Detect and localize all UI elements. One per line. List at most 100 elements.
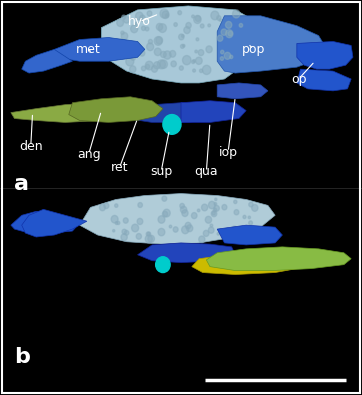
Circle shape bbox=[183, 45, 185, 47]
Circle shape bbox=[104, 203, 109, 209]
Circle shape bbox=[165, 14, 169, 17]
Circle shape bbox=[147, 43, 154, 51]
Circle shape bbox=[153, 62, 160, 69]
Circle shape bbox=[243, 215, 246, 218]
Text: den: den bbox=[19, 140, 43, 152]
Circle shape bbox=[162, 196, 167, 201]
Circle shape bbox=[111, 215, 118, 223]
Circle shape bbox=[181, 44, 184, 48]
Text: pop: pop bbox=[242, 43, 265, 56]
FancyBboxPatch shape bbox=[7, 8, 355, 190]
Polygon shape bbox=[69, 97, 163, 122]
Circle shape bbox=[162, 11, 169, 19]
Circle shape bbox=[211, 11, 219, 20]
Circle shape bbox=[251, 229, 254, 233]
Circle shape bbox=[210, 224, 213, 227]
Polygon shape bbox=[217, 83, 268, 99]
Circle shape bbox=[220, 50, 224, 54]
Polygon shape bbox=[11, 103, 138, 122]
Circle shape bbox=[140, 15, 145, 21]
Circle shape bbox=[179, 66, 183, 70]
Circle shape bbox=[163, 209, 170, 217]
Circle shape bbox=[158, 216, 165, 223]
Polygon shape bbox=[206, 247, 351, 271]
Circle shape bbox=[224, 52, 231, 59]
Circle shape bbox=[182, 210, 188, 216]
Circle shape bbox=[147, 11, 152, 16]
Circle shape bbox=[211, 211, 217, 217]
Polygon shape bbox=[181, 101, 246, 122]
Circle shape bbox=[182, 56, 191, 65]
Circle shape bbox=[198, 50, 204, 56]
Circle shape bbox=[178, 11, 182, 15]
Circle shape bbox=[228, 31, 232, 36]
Circle shape bbox=[147, 232, 151, 236]
Circle shape bbox=[148, 40, 152, 44]
Circle shape bbox=[249, 221, 252, 225]
Text: hyo: hyo bbox=[128, 15, 151, 28]
Circle shape bbox=[123, 17, 130, 23]
Circle shape bbox=[156, 257, 170, 273]
Circle shape bbox=[174, 23, 177, 26]
Circle shape bbox=[180, 206, 187, 213]
Circle shape bbox=[231, 226, 238, 234]
Circle shape bbox=[222, 205, 227, 210]
Circle shape bbox=[142, 26, 146, 30]
Circle shape bbox=[200, 24, 204, 28]
Circle shape bbox=[220, 57, 224, 60]
Circle shape bbox=[136, 12, 143, 20]
Circle shape bbox=[212, 212, 215, 215]
Polygon shape bbox=[138, 243, 235, 263]
Circle shape bbox=[173, 227, 178, 232]
Polygon shape bbox=[297, 69, 351, 91]
Polygon shape bbox=[217, 225, 282, 245]
Circle shape bbox=[146, 232, 150, 236]
Circle shape bbox=[146, 64, 150, 69]
Circle shape bbox=[122, 229, 127, 234]
Circle shape bbox=[196, 38, 199, 41]
Circle shape bbox=[160, 9, 168, 18]
Text: iop: iop bbox=[219, 146, 237, 158]
Polygon shape bbox=[217, 16, 326, 73]
Circle shape bbox=[194, 15, 201, 24]
Circle shape bbox=[135, 22, 138, 25]
Circle shape bbox=[138, 203, 142, 207]
Circle shape bbox=[205, 216, 212, 223]
Circle shape bbox=[180, 203, 184, 209]
Circle shape bbox=[131, 224, 139, 232]
Circle shape bbox=[160, 60, 168, 68]
Text: op: op bbox=[291, 73, 306, 85]
Circle shape bbox=[202, 65, 211, 75]
Circle shape bbox=[191, 15, 194, 18]
Circle shape bbox=[226, 30, 233, 38]
Circle shape bbox=[178, 34, 184, 40]
Circle shape bbox=[126, 57, 134, 66]
Circle shape bbox=[182, 226, 189, 234]
Circle shape bbox=[145, 235, 152, 243]
Circle shape bbox=[217, 35, 223, 41]
Circle shape bbox=[115, 222, 118, 224]
Circle shape bbox=[234, 210, 239, 215]
Polygon shape bbox=[11, 211, 80, 233]
Circle shape bbox=[208, 24, 211, 27]
Circle shape bbox=[199, 236, 205, 243]
Circle shape bbox=[136, 233, 142, 239]
Circle shape bbox=[137, 218, 143, 224]
Circle shape bbox=[131, 25, 138, 33]
Circle shape bbox=[115, 204, 118, 207]
Circle shape bbox=[157, 60, 165, 69]
Circle shape bbox=[121, 31, 124, 35]
Circle shape bbox=[206, 46, 212, 53]
Circle shape bbox=[151, 66, 157, 72]
Circle shape bbox=[208, 227, 214, 233]
Polygon shape bbox=[80, 194, 275, 244]
Circle shape bbox=[100, 204, 105, 211]
Circle shape bbox=[214, 205, 219, 211]
Text: ret: ret bbox=[111, 162, 128, 174]
Circle shape bbox=[185, 222, 191, 229]
Circle shape bbox=[202, 204, 208, 211]
Circle shape bbox=[122, 15, 126, 19]
Text: ang: ang bbox=[77, 148, 101, 160]
Polygon shape bbox=[54, 38, 145, 61]
Circle shape bbox=[158, 228, 165, 236]
